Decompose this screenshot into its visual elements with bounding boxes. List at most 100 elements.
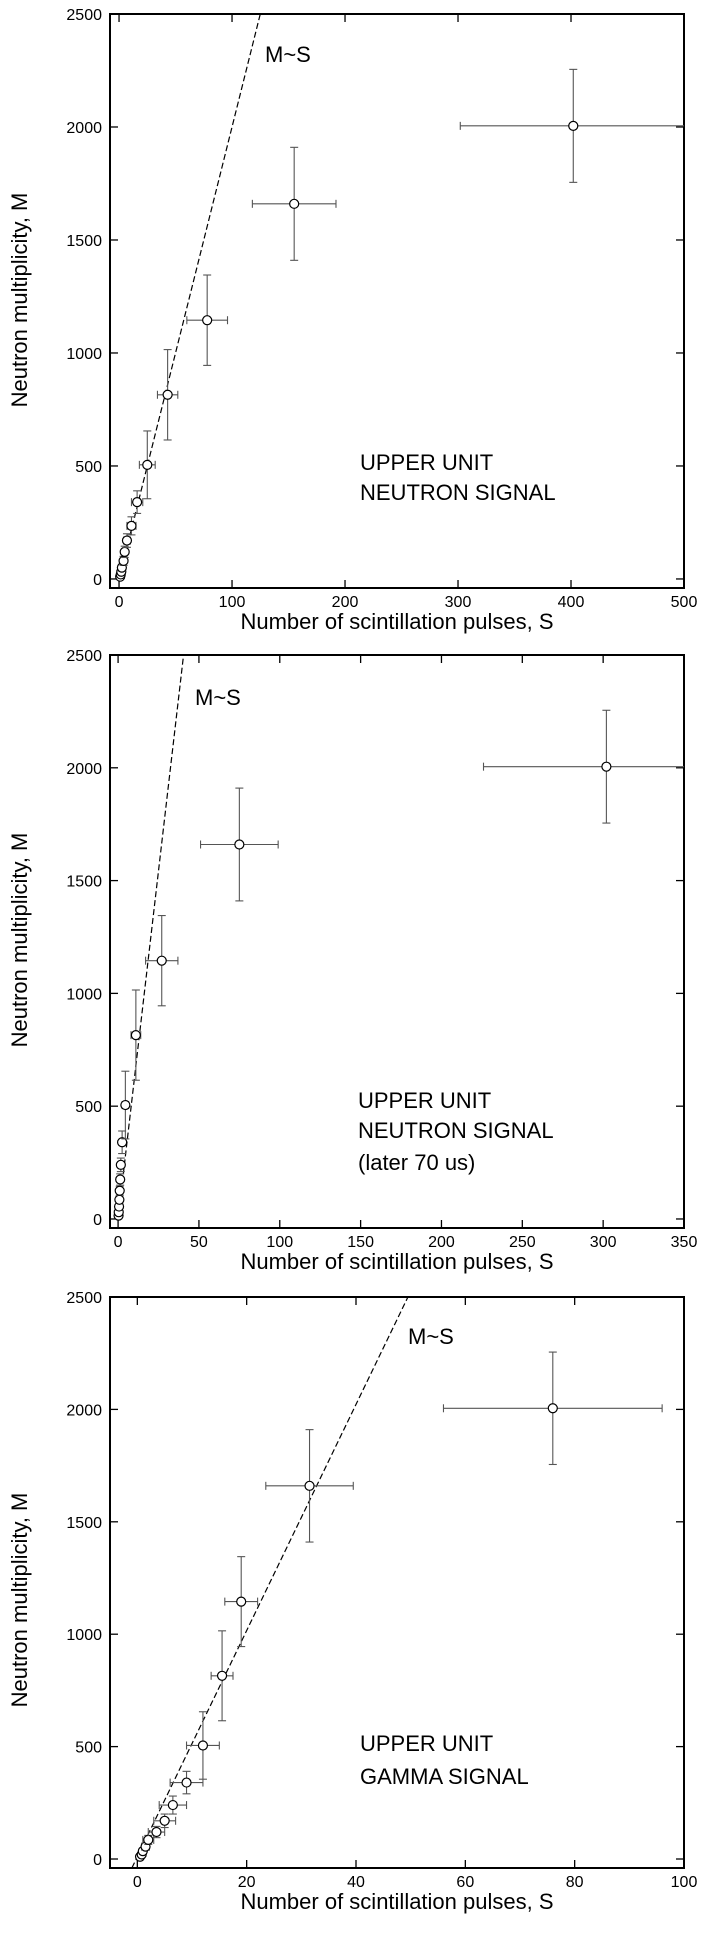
- data-marker: [114, 1194, 125, 1205]
- y-tick-label: 1500: [66, 233, 102, 250]
- x-axis-label: Number of scintillation pulses, S: [240, 609, 553, 634]
- data-point: [265, 1429, 354, 1543]
- x-tick-label: 60: [456, 1874, 474, 1891]
- y-axis-label: Neutron multiplicity, M: [7, 833, 32, 1048]
- y-tick-label: 0: [93, 572, 102, 589]
- y-tick-label: 0: [93, 1212, 102, 1229]
- data-point: [117, 1130, 128, 1155]
- data-point: [121, 533, 133, 548]
- chart-panel-1: 0 100 200 300 400 500 0 500 1000 1500 2000 2500 Numb…: [7, 7, 697, 634]
- x-tick-label: 50: [190, 1234, 208, 1251]
- data-marker: [159, 1815, 170, 1826]
- data-point: [442, 1351, 663, 1466]
- data-marker: [289, 198, 300, 209]
- x-tick-label: 20: [238, 1874, 256, 1891]
- x-tick-label: 100: [219, 594, 246, 611]
- y-tick-label: 500: [75, 1740, 102, 1757]
- plot-frame: [109, 654, 685, 1229]
- x-tick-label: 40: [347, 1874, 365, 1891]
- data-marker: [115, 1174, 126, 1185]
- annotation-text: (later 70 us): [358, 1150, 475, 1175]
- y-tick-label: 2500: [66, 1290, 102, 1307]
- data-marker: [115, 1159, 126, 1170]
- y-tick-label: 1500: [66, 874, 102, 891]
- x-tick-label: 80: [566, 1874, 584, 1891]
- x-tick-label: 300: [590, 1234, 617, 1251]
- data-point: [119, 545, 130, 559]
- data-point: [114, 1194, 125, 1205]
- data-marker: [601, 761, 612, 772]
- x-tick-label: 350: [671, 1234, 698, 1251]
- y-tick-label: 0: [93, 1852, 102, 1869]
- annotation-text: NEUTRON SIGNAL: [358, 1118, 554, 1143]
- data-marker: [126, 520, 137, 531]
- data-marker: [236, 1596, 247, 1607]
- data-point: [459, 68, 684, 183]
- data-marker: [121, 535, 133, 546]
- data-point: [199, 787, 279, 902]
- data-point: [153, 1813, 177, 1829]
- data-marker: [167, 1799, 178, 1811]
- fit-line-label: M~S: [265, 42, 311, 67]
- data-marker: [156, 955, 167, 966]
- data-marker: [142, 459, 153, 470]
- x-axis-label: Number of scintillation pulses, S: [240, 1889, 553, 1914]
- data-point: [126, 516, 137, 536]
- data-marker: [547, 1403, 558, 1414]
- x-tick-label: 200: [332, 594, 359, 611]
- y-tick-label: 1000: [66, 1627, 102, 1644]
- x-tick-label: 0: [115, 594, 124, 611]
- data-marker: [304, 1480, 315, 1491]
- plot-frame: [109, 1296, 685, 1869]
- data-point: [114, 1185, 125, 1196]
- data-point: [251, 146, 337, 261]
- y-tick-label: 1000: [66, 346, 102, 363]
- data-point: [115, 1157, 126, 1173]
- x-tick-label: 400: [558, 594, 585, 611]
- data-point: [147, 1825, 166, 1839]
- data-marker: [114, 1185, 125, 1196]
- data-point: [138, 430, 156, 500]
- data-marker: [216, 1670, 228, 1681]
- data-point: [145, 915, 179, 1007]
- y-axis-label: Neutron multiplicity, M: [7, 193, 32, 408]
- annotation-text: UPPER UNIT: [360, 450, 493, 475]
- data-marker: [162, 389, 173, 400]
- fit-line: [131, 1297, 409, 1868]
- data-marker: [234, 839, 245, 850]
- data-marker: [197, 1740, 209, 1751]
- x-tick-label: 250: [509, 1234, 536, 1251]
- y-tick-label: 2000: [66, 1402, 102, 1419]
- data-point: [156, 349, 179, 441]
- data-marker: [568, 120, 579, 131]
- x-tick-label: 100: [671, 1874, 698, 1891]
- data-marker: [132, 497, 143, 508]
- y-tick-label: 2000: [66, 120, 102, 137]
- x-tick-label: 300: [445, 594, 472, 611]
- chart-panel-2: 0 50 100 150 200 250 300 350 0 500 1000 1500 2000 250…: [7, 648, 698, 1274]
- data-point: [186, 274, 229, 366]
- data-marker: [202, 315, 213, 326]
- data-point: [130, 989, 142, 1081]
- data-point: [185, 1711, 220, 1780]
- y-tick-label: 500: [75, 1099, 102, 1116]
- data-point: [169, 1770, 204, 1795]
- annotation-text: GAMMA SIGNAL: [360, 1764, 529, 1789]
- annotation-text: NEUTRON SIGNAL: [360, 480, 556, 505]
- x-axis-label: Number of scintillation pulses, S: [240, 1249, 553, 1274]
- data-point: [120, 1070, 131, 1140]
- data-point: [130, 490, 144, 514]
- data-marker: [117, 1137, 128, 1148]
- x-tick-label: 100: [266, 1234, 293, 1251]
- data-marker: [120, 1099, 131, 1111]
- data-point: [115, 1173, 126, 1186]
- y-tick-label: 2000: [66, 761, 102, 778]
- fit-line-label: M~S: [408, 1324, 454, 1349]
- y-tick-label: 500: [75, 459, 102, 476]
- y-tick-label: 2500: [66, 7, 102, 24]
- data-point: [158, 1795, 188, 1815]
- annotation-text: UPPER UNIT: [358, 1088, 491, 1113]
- fit-line: [117, 655, 185, 1220]
